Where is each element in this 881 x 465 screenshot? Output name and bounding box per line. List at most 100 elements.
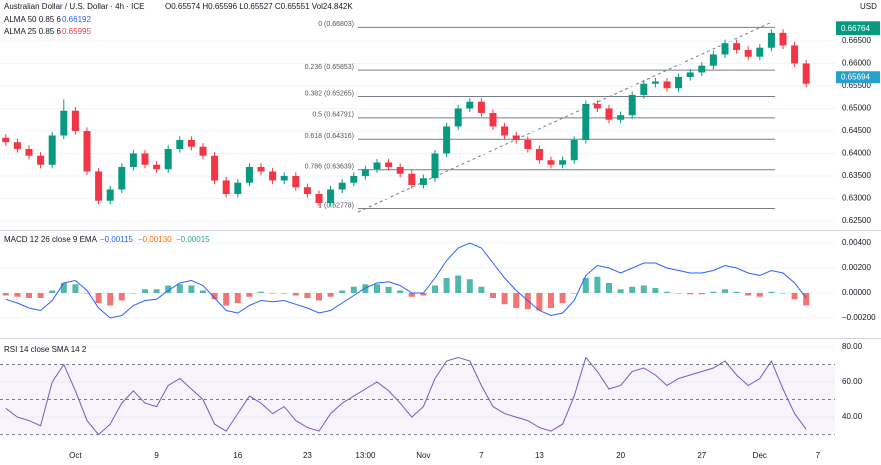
candle-body bbox=[454, 108, 462, 127]
candle-body bbox=[118, 166, 126, 190]
histogram-bar bbox=[37, 293, 44, 298]
histogram-bar bbox=[258, 291, 264, 293]
candle-body bbox=[234, 182, 242, 194]
histogram-bar bbox=[780, 293, 786, 294]
histogram-bar bbox=[72, 284, 79, 293]
histogram-bar bbox=[455, 275, 462, 293]
histogram-bar bbox=[14, 293, 21, 297]
histogram-bar bbox=[652, 288, 659, 293]
fib-trend-line bbox=[357, 21, 773, 213]
histogram-bar bbox=[107, 293, 114, 306]
histogram-bar bbox=[606, 283, 612, 293]
ohlc: O0.65574 H0.65596 L0.65527 C0.65551 Vol2… bbox=[165, 2, 353, 11]
y-tick-label: 40.00 bbox=[842, 412, 863, 421]
candle-body bbox=[141, 153, 149, 165]
histogram-bar bbox=[165, 285, 172, 293]
histogram-bar bbox=[281, 293, 288, 294]
x-tick-label: 27 bbox=[697, 451, 706, 460]
histogram-bar bbox=[26, 293, 32, 298]
candle-body bbox=[222, 180, 230, 194]
histogram-bar bbox=[501, 293, 508, 305]
candle-body bbox=[477, 101, 485, 113]
y-tick-label: 0.65500 bbox=[842, 81, 871, 90]
panel-title: MACD 12 26 close 9 EMA bbox=[4, 235, 98, 244]
histogram-bar bbox=[327, 293, 334, 297]
histogram-bar bbox=[374, 284, 380, 293]
fib-label: 0.382 (0.65265) bbox=[305, 90, 354, 97]
candle-body bbox=[802, 63, 810, 84]
histogram-bar bbox=[350, 286, 357, 293]
candle-body bbox=[640, 83, 648, 95]
histogram-bar bbox=[582, 278, 589, 293]
histogram-bar bbox=[304, 293, 311, 298]
histogram-bar bbox=[118, 293, 125, 301]
y-tick-label: 0.62500 bbox=[842, 216, 871, 225]
candle-body bbox=[605, 108, 613, 120]
histogram-bar bbox=[791, 293, 798, 300]
histogram-bar bbox=[629, 286, 636, 293]
y-tick-label: 0.64500 bbox=[842, 126, 871, 135]
histogram-bar bbox=[234, 293, 241, 303]
histogram-bar bbox=[292, 293, 299, 296]
candle-body bbox=[385, 162, 393, 167]
histogram-bar bbox=[49, 290, 56, 293]
histogram-bar bbox=[246, 293, 253, 297]
candle-body bbox=[709, 54, 717, 66]
legend-value: −0.00130 bbox=[138, 235, 172, 244]
candle-body bbox=[129, 153, 137, 167]
candle-body bbox=[686, 72, 694, 77]
histogram-bar bbox=[223, 293, 230, 306]
histogram-bar bbox=[722, 289, 728, 293]
candle-body bbox=[13, 142, 21, 149]
candle-body bbox=[535, 148, 543, 161]
y-tick-label: 0.00200 bbox=[842, 263, 871, 272]
histogram-bar bbox=[513, 293, 520, 308]
histogram-bar bbox=[733, 291, 740, 293]
candle-body bbox=[408, 173, 416, 185]
histogram-bar bbox=[698, 293, 705, 295]
y-tick-label: 0.66500 bbox=[842, 36, 871, 45]
candle-body bbox=[292, 175, 300, 188]
x-tick-label: 7 bbox=[816, 451, 821, 460]
x-tick-label: 16 bbox=[233, 451, 242, 460]
candle-body bbox=[559, 160, 567, 165]
histogram-bar bbox=[200, 290, 206, 293]
candle-body bbox=[570, 139, 578, 161]
macd-line bbox=[5, 242, 807, 319]
histogram-bar bbox=[548, 293, 554, 308]
histogram-bar bbox=[269, 293, 276, 294]
candle-body bbox=[303, 187, 311, 194]
candle-body bbox=[338, 182, 346, 190]
candle-body bbox=[721, 43, 729, 55]
candle-body bbox=[164, 148, 172, 170]
candle-body bbox=[269, 171, 277, 181]
y-tick-label: 0.65000 bbox=[842, 104, 871, 113]
candle-body bbox=[501, 126, 509, 136]
histogram-bar bbox=[420, 293, 427, 296]
candle-body bbox=[628, 94, 636, 116]
candle-body bbox=[675, 76, 683, 89]
fib-label: 0.786 (0.63639) bbox=[305, 164, 354, 171]
candle-body bbox=[71, 110, 79, 131]
histogram-bar bbox=[640, 285, 647, 293]
histogram-bar bbox=[687, 293, 694, 295]
candle-body bbox=[211, 155, 219, 181]
fib-label: 0.236 (0.65853) bbox=[305, 64, 354, 71]
candle-body bbox=[698, 65, 706, 73]
price-tag-label: 0.66764 bbox=[841, 24, 870, 33]
histogram-bar bbox=[664, 291, 670, 293]
candle-body bbox=[547, 160, 555, 165]
symbol: Australian Dollar / U.S. Dollar · 4h · I… bbox=[4, 2, 145, 11]
y-tick-label: 0.00400 bbox=[842, 238, 871, 247]
y-tick-label: 0.00000 bbox=[842, 288, 871, 297]
histogram-bar bbox=[478, 286, 485, 293]
histogram-bar bbox=[443, 278, 450, 293]
candle-body bbox=[512, 135, 520, 140]
fib-label: 0.5 (0.64791) bbox=[312, 112, 354, 119]
histogram-bar bbox=[211, 293, 218, 300]
candle-body bbox=[744, 49, 752, 57]
histogram-bar bbox=[2, 293, 9, 296]
